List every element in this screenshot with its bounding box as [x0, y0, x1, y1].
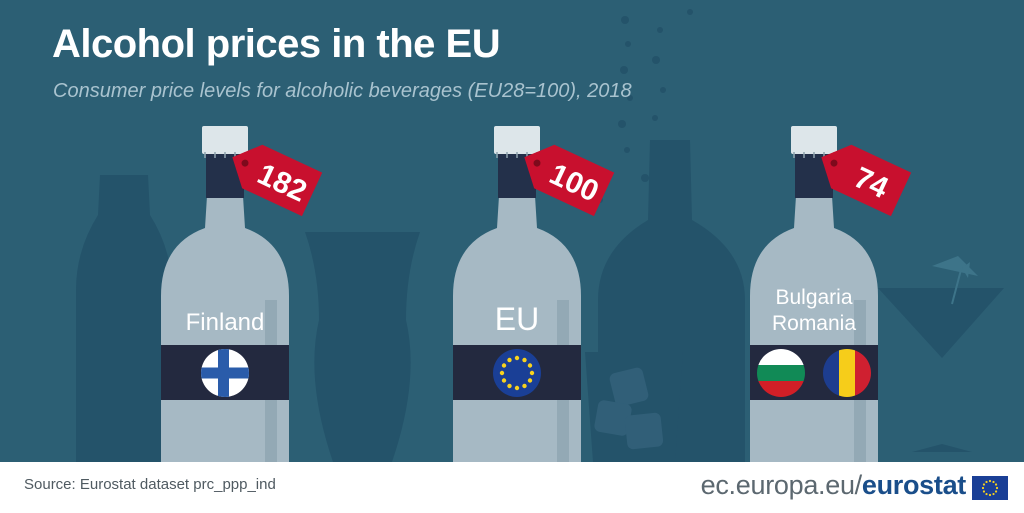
eu-star [499, 370, 505, 376]
page-title: Alcohol prices in the EU [52, 22, 501, 66]
country-label: Romania [772, 312, 856, 335]
eu-star [982, 483, 986, 486]
bottle: Bulgaria Romania 74 [750, 126, 912, 462]
eu-star [981, 486, 985, 490]
romania-flag [823, 349, 871, 397]
beer-bottle-silhouette [76, 175, 172, 462]
cocktail-umbrella [932, 256, 978, 278]
price-tag: 74 [821, 144, 912, 217]
country-label: Bulgaria [775, 286, 852, 309]
eu-star [501, 378, 507, 383]
ice-cubes [594, 367, 664, 450]
eu-star [992, 480, 995, 484]
site-prefix: ec.europa.eu/ [700, 470, 863, 500]
eu-star [507, 383, 512, 389]
footer: Source: Eurostat dataset prc_ppp_ind ec.… [0, 462, 1024, 513]
bulgaria-flag [757, 349, 805, 397]
source-note: Source: Eurostat dataset prc_ppp_ind [24, 476, 276, 493]
eu-star [522, 357, 527, 363]
eu-star [994, 483, 998, 486]
background-silhouettes [76, 9, 1004, 462]
eu-star [988, 493, 992, 497]
eu-star [514, 355, 520, 361]
eu-star [985, 492, 988, 496]
eu-star [507, 357, 512, 363]
country-label: EU [495, 301, 539, 337]
eu-star [501, 363, 507, 368]
eu-star [529, 370, 535, 376]
page-subtitle: Consumer price levels for alcoholic beve… [53, 80, 632, 102]
bottle-cap [202, 126, 248, 154]
eu-star [982, 490, 986, 493]
eu-flag-icon [972, 476, 1008, 500]
eu-star [527, 378, 533, 383]
eu-star [994, 490, 998, 493]
eu-star [514, 385, 520, 391]
eu-star [522, 383, 527, 389]
eu-flag [493, 349, 541, 397]
eu-star [527, 363, 533, 368]
site-brand: eurostat [861, 470, 966, 500]
finland-flag [201, 349, 249, 397]
site-link[interactable]: ec.europa.eu/eurostat [700, 470, 967, 501]
bottle-cap [791, 126, 837, 154]
beer-glass-silhouette [305, 232, 420, 462]
eu-star [992, 492, 995, 496]
eu-star [988, 479, 992, 483]
bottle-cap [494, 126, 540, 154]
eu-star [985, 480, 988, 484]
eu-star [995, 486, 999, 490]
martini-glass-silhouette [878, 288, 1004, 452]
country-label: Finland [186, 309, 265, 336]
